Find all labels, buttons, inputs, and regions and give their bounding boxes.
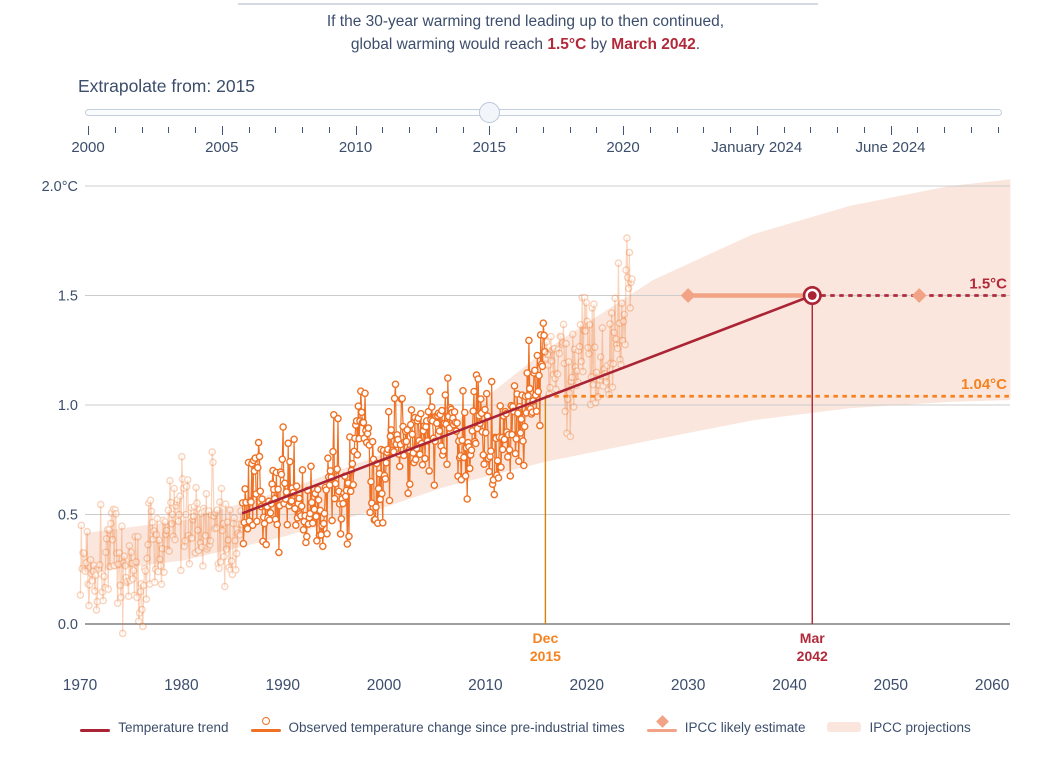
x-tick-label: 2040 [772,677,807,694]
slider-tick [623,126,624,135]
slider-tick [435,127,437,133]
ipcc-projection-band [85,179,1011,573]
slider-tick [302,127,303,133]
slider-axis-label: January 2024 [711,139,803,156]
event-label: 2015 [530,648,561,664]
legend-swatch-band [827,720,862,735]
slider-tick [248,127,250,133]
x-tick-label: 1970 [63,677,98,694]
y-tick-label: 1.5 [58,289,78,305]
x-tick-label: 2020 [570,677,605,694]
slider-tick [516,127,517,133]
headline-line1: If the 30-year warming trend leading up … [326,13,725,30]
trend-endpoint-dot [807,291,817,300]
temperature-trend-line [241,294,813,515]
event-label: Dec [533,630,559,646]
headline-date-value: March 2042 [611,36,696,53]
extrapolate-slider-handle[interactable] [478,102,500,123]
legend-item: Observed temperature change since pre-in… [250,717,625,735]
slider-tick [944,127,945,133]
x-tick-label: 2060 [975,677,1010,694]
slider-tick [596,127,598,133]
slider-tick [863,127,865,133]
observed-series-points [238,319,549,557]
legend-label: IPCC likely estimate [684,720,806,735]
y-tick-label: 1.0 [58,398,78,414]
slider-tick [970,127,972,133]
legend-swatch-line [80,720,111,735]
x-tick-label: 2010 [468,677,503,694]
slider-tick [355,126,357,135]
observed-series-points [542,234,636,441]
slider-axis-label: June 2024 [855,139,926,156]
slider-axis-label: 2015 [472,139,506,156]
temperature-chart: 0.0 0.5 1.0 1.5 2.0°C 1.5°C 1.04°C Dec 2015 Mar 20… [42,179,1011,694]
x-tick-label: 1980 [164,677,199,694]
extrapolate-slider-track[interactable] [85,109,1002,116]
slider-tick [810,127,812,133]
threshold-label: 1.04°C [961,376,1007,393]
slider-tick [837,127,838,133]
slider-tick [730,127,731,133]
x-tick-label: 2000 [367,677,402,694]
chart-legend: Temperature trend Observed temperature ch… [0,715,1051,735]
slider-tick [542,127,544,133]
y-tick-label: 2.0°C [42,179,78,195]
x-tick-label: 2050 [874,677,909,694]
legend-label: Observed temperature change since pre-in… [288,720,625,735]
legend-swatch-line-diamond [646,715,677,735]
slider-tick [382,127,384,133]
event-label: Mar [800,630,825,646]
slider-tick [195,127,196,133]
threshold-label: 1.5°C [969,276,1007,293]
slider-tick [997,127,999,133]
slider-tick [756,126,758,135]
observed-series-line [545,238,633,437]
ipcc-likely-diamond [911,288,927,303]
headline-line2: global warming would reach 1.5°C by Marc… [350,36,701,53]
observed-series-points [76,448,246,638]
slider-tick [783,127,785,133]
slider-tick [462,127,464,133]
slider-tick [88,126,89,135]
ipcc-likely-diamond [680,288,696,303]
slider-axis-label: 2000 [71,139,105,156]
slider-axis-label: 2005 [205,139,239,156]
legend-label: IPCC projections [869,720,971,735]
slider-tick [275,127,277,133]
slider-tick [489,126,491,135]
legend-item: IPCC likely estimate [646,715,806,735]
y-tick-label: 0.5 [58,508,78,524]
x-tick-label: 2030 [671,677,706,694]
event-label: 2042 [797,648,828,664]
slider-axis-label: 2010 [338,139,373,156]
slider-tick [917,127,919,133]
observed-series-line [79,452,243,634]
slider-tick [114,127,116,133]
legend-swatch-line-circle [250,717,281,735]
slider-tick [328,127,330,133]
slider-tick [569,127,571,133]
legend-label: Temperature trend [118,720,229,735]
slider-tick [141,127,143,133]
headline: If the 30-year warming trend leading up … [0,10,1051,56]
headline-temp-value: 1.5°C [547,36,587,53]
x-tick-label: 1990 [265,677,300,694]
legend-item: Temperature trend [80,720,229,735]
slider-tick [168,127,170,133]
slider-tick [676,127,678,133]
slider-tick [221,126,223,135]
slider-axis-label: 2020 [606,139,640,156]
y-tick-label: 0.0 [58,617,78,633]
slider-tick [649,127,651,133]
legend-item: IPCC projections [827,720,971,735]
top-divider [238,3,818,5]
slider-tick [703,127,705,133]
extrapolate-from-label: Extrapolate from: 2015 [78,76,256,96]
slider-tick [409,127,410,133]
slider-tick [890,126,892,135]
